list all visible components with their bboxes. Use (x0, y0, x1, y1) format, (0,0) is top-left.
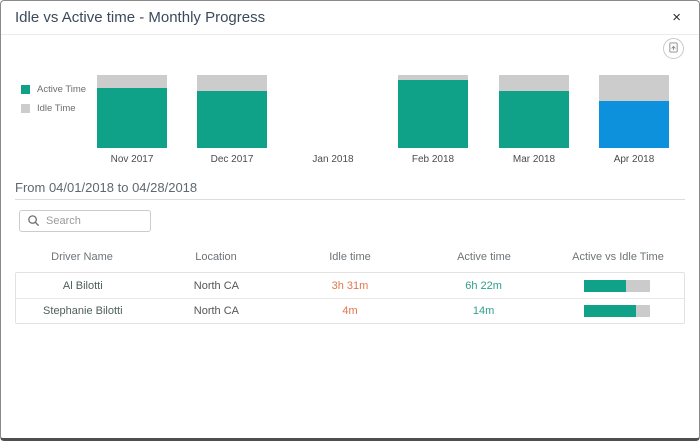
month-label: Nov 2017 (110, 154, 154, 165)
date-range-text: From 04/01/2018 to 04/28/2018 (15, 180, 198, 195)
active-vs-idle-cell (550, 279, 684, 292)
legend-label: Active Time (37, 84, 87, 95)
drivers-table: Driver Name Location Idle time Active ti… (15, 244, 685, 324)
bar-segment-idle (398, 75, 468, 80)
date-range-section: From 04/01/2018 to 04/28/2018 (1, 169, 699, 200)
bar-segment-idle (599, 75, 669, 101)
col-header-idle-time: Idle time (329, 251, 371, 263)
month-label: Feb 2018 (411, 154, 455, 165)
bar-segment-active-selected (599, 101, 669, 148)
location-cell: North CA (193, 305, 240, 317)
idle-time-swatch (21, 104, 30, 113)
month-label: Jan 2018 (312, 154, 354, 165)
driver-name-cell: Stephanie Bilotti (43, 305, 123, 317)
bar-segment-idle (499, 75, 569, 91)
table-body: Al Bilotti North CA 3h 31m 6h 22m Stepha… (15, 272, 685, 324)
monthly-chart-section: Active Time Idle Time Nov 2017 Dec 2017 Ja… (1, 35, 699, 169)
col-header-active-vs-idle: Active vs Idle Time (572, 251, 664, 263)
section-divider (15, 199, 685, 200)
ratio-bar-fill (584, 305, 636, 317)
active-time-cell: 14m (472, 305, 495, 317)
search-input[interactable] (19, 210, 151, 232)
bar-segment-active (97, 88, 167, 148)
month-label: Dec 2017 (210, 154, 254, 165)
col-header-driver-name: Driver Name (51, 251, 113, 263)
dialog-title: Idle vs Active time - Monthly Progress (15, 9, 266, 26)
bar-segment-idle (97, 75, 167, 88)
dialog-header: Idle vs Active time - Monthly Progress × (1, 1, 699, 35)
month-label: Mar 2018 (512, 154, 556, 165)
idle-time-cell: 3h 31m (331, 279, 369, 292)
idle-time-cell: 4m (342, 305, 358, 317)
legend-label: Idle Time (37, 103, 76, 114)
export-image-icon (668, 41, 679, 56)
search-icon (27, 214, 40, 232)
ratio-bar (584, 279, 651, 292)
chart-plot: Nov 2017 Dec 2017 Jan 2018 Feb 2018 Mar 2018… (1, 35, 699, 169)
legend-item-idle: Idle Time (21, 103, 86, 114)
col-header-active-time: Active time (457, 251, 511, 263)
active-time-swatch (21, 85, 30, 94)
chart-bar-dec-2017[interactable]: Dec 2017 (197, 75, 267, 165)
chart-legend: Active Time Idle Time (21, 84, 86, 122)
col-header-location: Location (195, 251, 237, 263)
active-vs-idle-cell (550, 305, 684, 317)
bar-segment-active (398, 80, 468, 148)
chart-bar-apr-2018[interactable]: Apr 2018 (599, 75, 669, 165)
ratio-bar (584, 305, 651, 317)
chart-bar-nov-2017[interactable]: Nov 2017 (97, 75, 167, 165)
location-cell: North CA (193, 279, 240, 292)
table-row: Stephanie Bilotti North CA 4m 14m (16, 298, 684, 323)
bar-segment-active (499, 91, 569, 148)
active-time-cell: 6h 22m (465, 279, 502, 292)
table-row: Al Bilotti North CA 3h 31m 6h 22m (16, 273, 684, 298)
export-chart-button[interactable] (663, 38, 684, 59)
chart-bar-feb-2018[interactable]: Feb 2018 (398, 75, 468, 165)
ratio-bar-fill (584, 279, 627, 292)
bar-segment-active (197, 91, 267, 148)
driver-name-cell: Al Bilotti (62, 279, 103, 292)
bar-segment-idle (197, 75, 267, 91)
month-label: Apr 2018 (613, 154, 655, 165)
chart-bar-jan-2018[interactable]: Jan 2018 (298, 75, 368, 165)
table-header-row: Driver Name Location Idle time Active ti… (15, 244, 685, 272)
search-row (1, 200, 699, 232)
chart-bar-mar-2018[interactable]: Mar 2018 (499, 75, 569, 165)
legend-item-active: Active Time (21, 84, 86, 95)
close-button[interactable]: × (668, 8, 685, 27)
